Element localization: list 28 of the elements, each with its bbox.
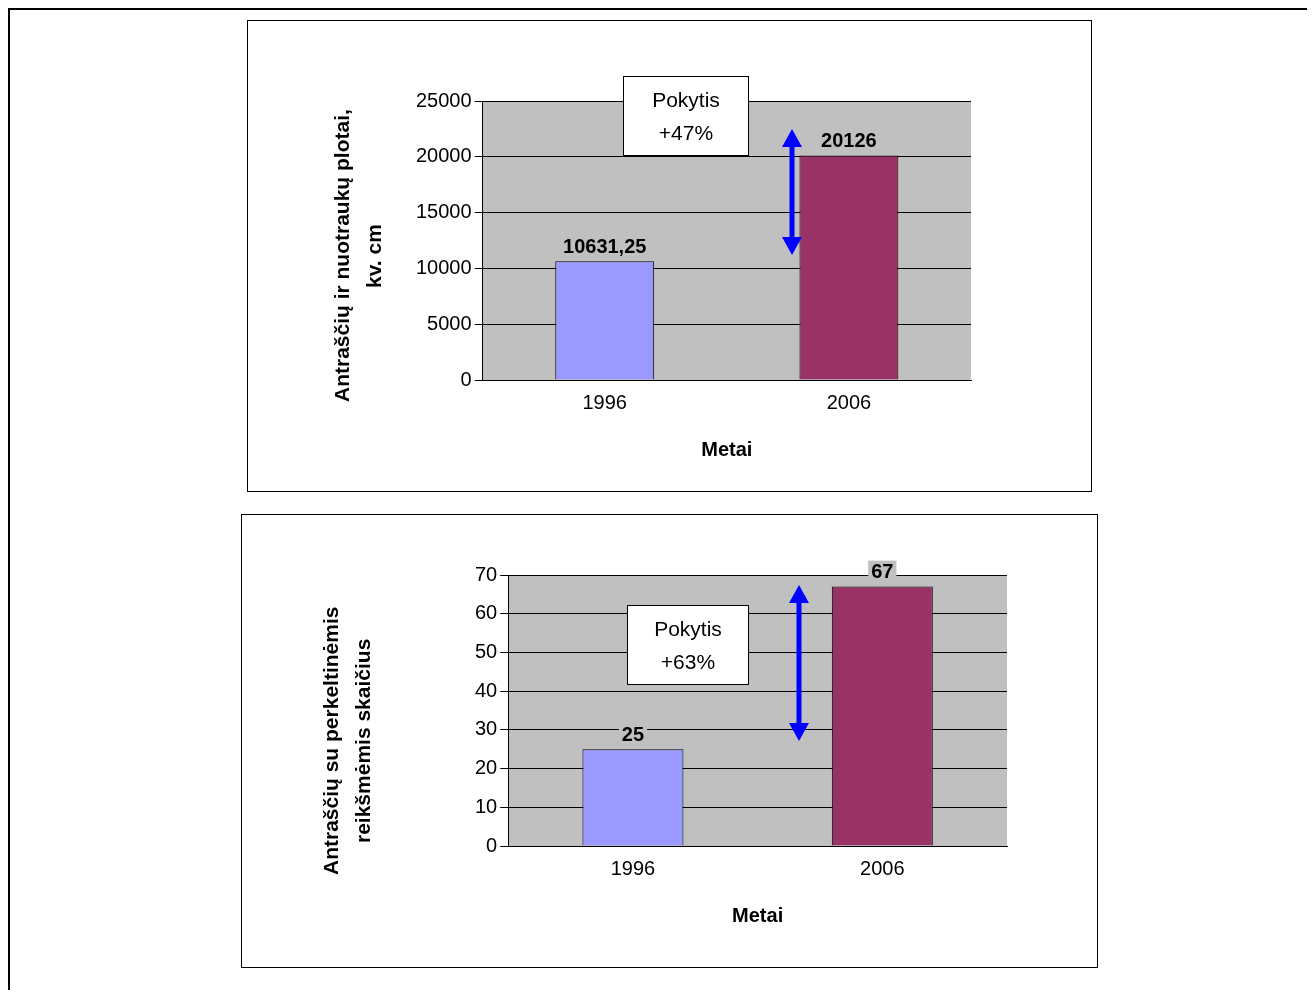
y-tick-label: 10	[475, 794, 498, 817]
y-tick-label: 60	[475, 601, 498, 624]
y-tick-label: 70	[475, 562, 498, 585]
y-tick-label: 5000	[427, 311, 472, 334]
y-axis-title: Antraščių ir nuotraukų plotai, kv. cm	[329, 108, 386, 405]
y-tick-label: 0	[460, 367, 472, 390]
y-tick-label: 0	[486, 833, 498, 856]
y-tick-label: 20000	[415, 144, 472, 167]
data-label: 25	[621, 722, 645, 745]
data-label: 67	[871, 560, 894, 583]
y-tick-label: 25000	[415, 88, 472, 111]
x-tick-label: 1996	[610, 856, 656, 879]
x-tick-label: 2006	[860, 856, 905, 879]
y-tick-label: 30	[475, 717, 498, 740]
annotation: Pokytis +63%	[627, 605, 749, 685]
y-tick-label: 10000	[415, 255, 472, 278]
y-axis-title: Antraščių su perkeltinėmis reikšmėmis skaičius	[318, 605, 375, 878]
data-label: 10631,25	[563, 234, 647, 257]
x-axis-title: Metai	[732, 903, 784, 926]
y-tick-label: 15000	[415, 200, 472, 223]
x-tick-label: 1996	[582, 390, 627, 413]
y-tick-label: 40	[475, 678, 498, 701]
y-tick-label: 20	[475, 756, 498, 779]
y-tick-label: 50	[475, 639, 498, 662]
annotation: Pokytis +47%	[623, 76, 749, 156]
x-axis-title: Metai	[701, 437, 753, 460]
data-label: 20126	[821, 128, 877, 151]
x-tick-label: 2006	[826, 390, 872, 413]
